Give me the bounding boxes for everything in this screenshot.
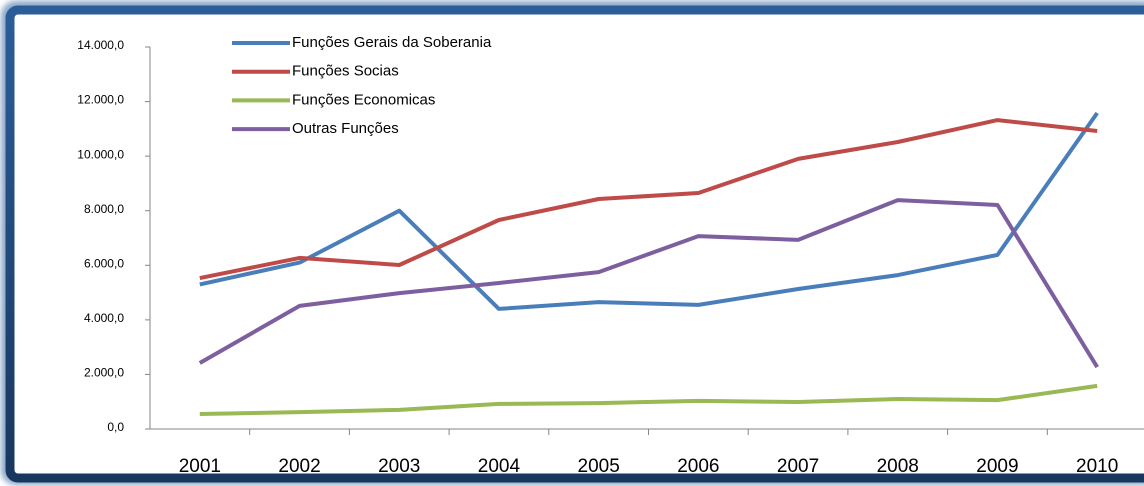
- frame: [5, 5, 1144, 483]
- y-tick-label: 8.000,0: [84, 202, 124, 216]
- x-tick-label: 2007: [777, 456, 819, 477]
- y-tick-label: 2.000,0: [84, 366, 124, 380]
- x-tick-label: 2010: [1076, 456, 1118, 477]
- x-tick-label: 2006: [677, 456, 719, 477]
- x-tick-label: 2005: [578, 456, 620, 477]
- x-tick-label: 2008: [877, 456, 919, 477]
- x-tick-label: 2003: [378, 456, 420, 477]
- legend-label: Funções Economicas: [292, 91, 435, 108]
- x-tick-label: 2002: [278, 456, 320, 477]
- series-line: [198, 198, 1099, 369]
- series-line: [199, 118, 1098, 281]
- x-tick-label: 2009: [976, 456, 1018, 477]
- series-line: [199, 111, 1099, 311]
- y-tick-label: 4.000,0: [84, 311, 124, 325]
- y-tick-label: 6.000,0: [84, 256, 124, 270]
- y-tick-label: 0,0: [107, 420, 124, 434]
- y-tick-label: 10.000,0: [77, 147, 124, 161]
- x-tick-label: 2004: [478, 456, 521, 477]
- legend-label: Funções Socias: [292, 63, 399, 80]
- legend-label: Funções Gerais da Soberania: [292, 34, 492, 51]
- legend-label: Outras Funções: [292, 120, 399, 137]
- y-tick-label: 12.000,0: [77, 93, 124, 107]
- series-line: [199, 383, 1098, 416]
- x-tick-label: 2001: [179, 456, 221, 477]
- y-tick-label: 14.000,0: [77, 38, 124, 52]
